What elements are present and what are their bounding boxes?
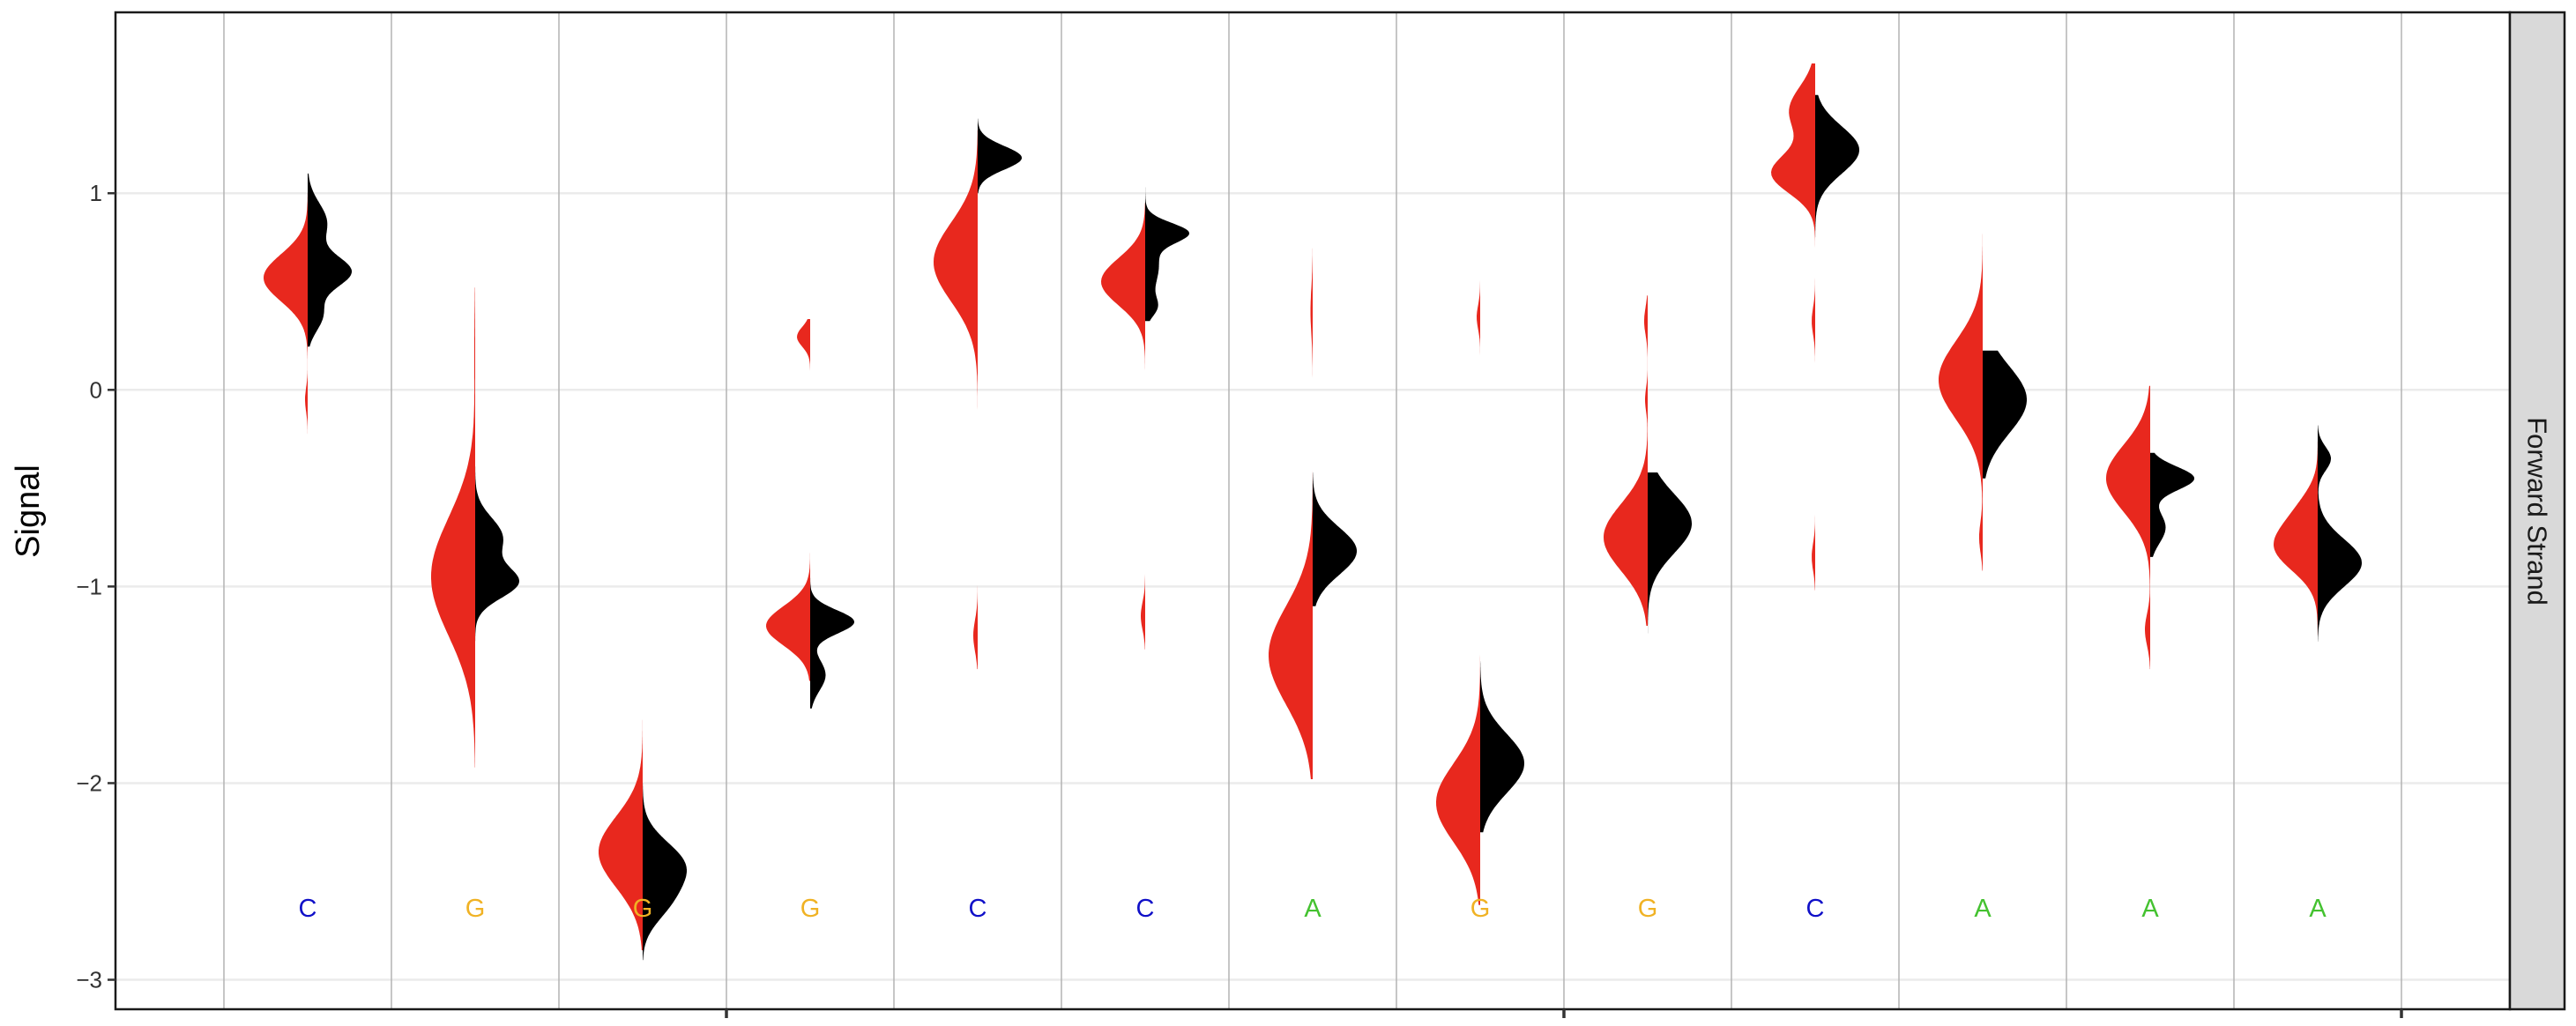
base-label: G (1470, 895, 1491, 923)
base-label: A (2309, 895, 2327, 923)
violin-right-half (308, 173, 352, 347)
base-label: G (800, 895, 821, 923)
violin-left-half (264, 193, 308, 440)
violin-left-half (599, 700, 643, 951)
facet-strip-label: Forward Strand (2522, 417, 2553, 606)
violin-right-half (2318, 425, 2362, 642)
base-label: C (969, 895, 987, 923)
base-label: A (2141, 895, 2159, 923)
violin-right-half (643, 783, 687, 961)
violin-right-half (978, 118, 1022, 194)
violin-left-half (431, 287, 475, 768)
y-tick-label: −3 (76, 967, 102, 993)
violin-right-half (1480, 661, 1524, 833)
violin-left-half (934, 130, 978, 670)
violins (264, 63, 2362, 961)
violin-right-half (475, 465, 519, 662)
facet-strip: Forward Strand (2508, 11, 2566, 1011)
base-label: C (1806, 895, 1825, 923)
y-tick-label: −2 (76, 770, 102, 796)
base-label: A (1304, 895, 1322, 923)
base-label: G (633, 895, 653, 923)
violin-right-half (1815, 94, 1859, 249)
violin-left-half (1101, 203, 1145, 650)
violin-left-half (2106, 385, 2150, 670)
violin-left-half (766, 319, 810, 681)
facet-strip-background (2508, 11, 2566, 1011)
violin-right-half (1313, 472, 1357, 606)
base-label: C (299, 895, 317, 923)
violin-right-half (1648, 472, 1692, 650)
violin-right-half (1145, 187, 1189, 322)
violin-right-half (1983, 350, 2027, 479)
violin-right-half (810, 576, 854, 709)
violin-left-half (2274, 433, 2318, 681)
base-label: C (1136, 895, 1155, 923)
x-axis (725, 1009, 2403, 1018)
violin-left-half (1604, 295, 1648, 626)
y-axis: −3 −2 −1 0 1 (76, 180, 115, 993)
vertical-gridlines (223, 12, 2402, 1009)
violin-left-half (1939, 228, 1983, 571)
base-label: G (1638, 895, 1658, 923)
base-label: G (465, 895, 486, 923)
violin-left-half (1436, 268, 1480, 905)
y-tick-label: 1 (90, 180, 102, 206)
y-axis-title: Signal (10, 465, 47, 558)
violin-left-half (1269, 248, 1313, 779)
base-label: A (1974, 895, 1992, 923)
violin-left-half (1771, 63, 1815, 591)
y-tick-label: −1 (76, 573, 102, 599)
violin-right-half (2150, 452, 2194, 557)
y-tick-label: 0 (90, 376, 102, 403)
